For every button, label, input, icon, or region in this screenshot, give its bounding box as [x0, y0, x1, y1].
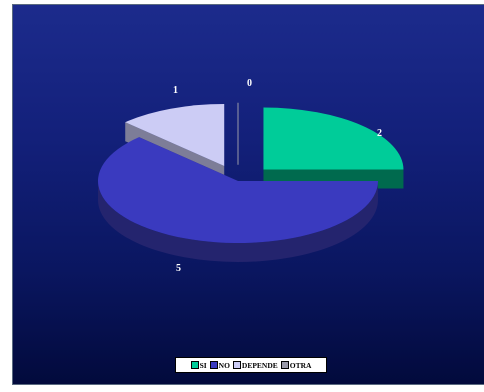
legend-item-no: NO: [209, 360, 230, 370]
legend-label-depende: DEPENDE: [241, 360, 278, 370]
legend-swatch-no: [209, 361, 218, 369]
data-label-no: 5: [176, 263, 181, 274]
legend-swatch-si: [190, 361, 199, 369]
legend-label-otra: OTRA: [289, 360, 312, 370]
legend-item-otra: OTRA: [280, 360, 312, 370]
data-label-depende: 1: [173, 85, 178, 96]
pie-slice-depende: [125, 104, 225, 167]
legend-label-si: SI: [199, 360, 207, 370]
legend-swatch-otra: [280, 361, 289, 369]
data-label-si: 2: [377, 128, 382, 139]
pie-chart: 2 5 1 0: [98, 78, 404, 274]
data-label-otra: 0: [247, 78, 252, 89]
pie-side-no: [98, 181, 378, 262]
legend-item-si: SI: [190, 360, 207, 370]
pie-slice-si: [263, 107, 404, 170]
legend-label-no: NO: [218, 360, 230, 370]
pie-tops: [98, 102, 404, 243]
chart-area: 2 5 1 0 SI NO DEPENDE OTRA: [12, 4, 484, 385]
legend: SI NO DEPENDE OTRA: [175, 357, 327, 373]
legend-item-depende: DEPENDE: [232, 360, 278, 370]
legend-swatch-depende: [232, 361, 241, 369]
pie-slice-no: [98, 137, 378, 243]
pie-data-labels: 2 5 1 0: [173, 78, 382, 274]
